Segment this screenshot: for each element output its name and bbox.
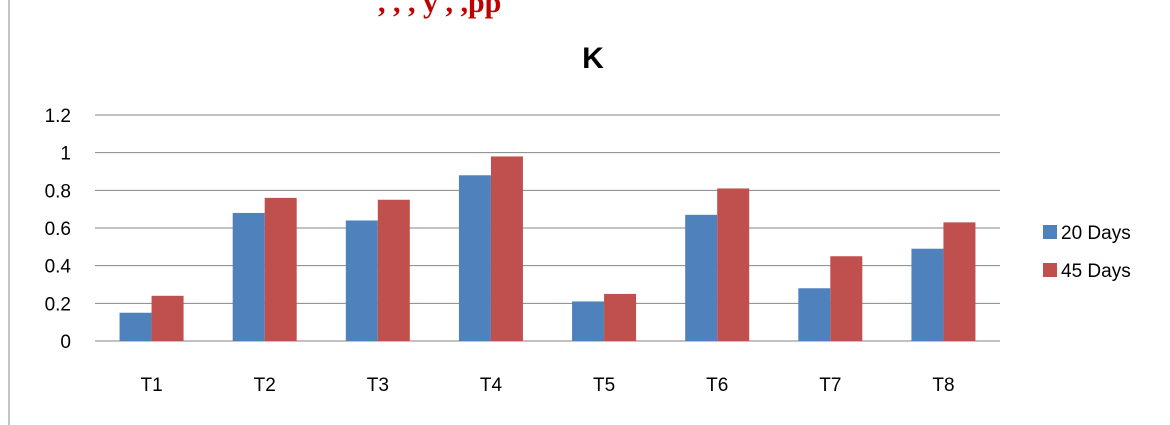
bar-45-days-t8 — [943, 222, 976, 341]
y-tick-label: 0.4 — [45, 257, 72, 278]
bar-20-days-t2 — [232, 212, 265, 341]
legend: 20 Days 45 Days — [1043, 223, 1131, 282]
bars — [119, 156, 976, 341]
x-tick-label: T2 — [254, 375, 276, 396]
bar-20-days-t1 — [119, 312, 152, 341]
y-tick-label: 1 — [60, 144, 71, 165]
y-tick-label: 1.2 — [45, 106, 71, 127]
legend-label: 20 Days — [1061, 223, 1131, 244]
bar-20-days-t5 — [572, 301, 605, 341]
bar-20-days-t7 — [798, 288, 831, 341]
bar-20-days-t3 — [345, 220, 378, 341]
bar-45-days-t7 — [830, 256, 863, 341]
legend-swatch — [1043, 263, 1057, 277]
y-tick-label: 0.8 — [45, 181, 71, 202]
legend-swatch — [1043, 225, 1057, 239]
x-tick-label: T8 — [932, 375, 954, 396]
x-tick-label: T4 — [480, 375, 503, 396]
x-tick-labels: T1 T2 T3 T4 T5 T6 T7 T8 — [140, 375, 954, 396]
x-tick-label: T6 — [706, 375, 728, 396]
legend-label: 45 Days — [1061, 261, 1131, 282]
y-tick-label: 0.6 — [45, 219, 71, 240]
bar-20-days-t4 — [458, 175, 491, 341]
chart-svg: , , , y , ,pp K 0 0.2 0.4 0.6 0.8 1 1.2 T1 T2 T3… — [8, 0, 1131, 425]
header-fragment: , , , y , ,pp — [378, 0, 501, 19]
bar-45-days-t5 — [604, 293, 637, 341]
bar-45-days-t1 — [151, 295, 184, 341]
x-tick-label: T7 — [819, 375, 841, 396]
bar-45-days-t6 — [717, 188, 750, 341]
bar-20-days-t8 — [911, 248, 944, 341]
chart-frame: , , , y , ,pp K 0 0.2 0.4 0.6 0.8 1 1.2 T1 T2 T3… — [8, 0, 1170, 425]
chart-title: K — [582, 42, 604, 75]
bar-45-days-t2 — [264, 197, 297, 341]
y-tick-labels: 0 0.2 0.4 0.6 0.8 1 1.2 — [45, 106, 72, 353]
bar-45-days-t4 — [490, 156, 523, 341]
grid-lines — [95, 114, 1000, 342]
x-tick-label: T5 — [593, 375, 615, 396]
x-tick-label: T3 — [367, 375, 389, 396]
y-tick-label: 0 — [60, 332, 71, 353]
bar-45-days-t3 — [377, 199, 410, 341]
x-tick-label: T1 — [140, 375, 162, 396]
bar-20-days-t6 — [685, 214, 718, 341]
y-tick-label: 0.2 — [45, 294, 71, 315]
